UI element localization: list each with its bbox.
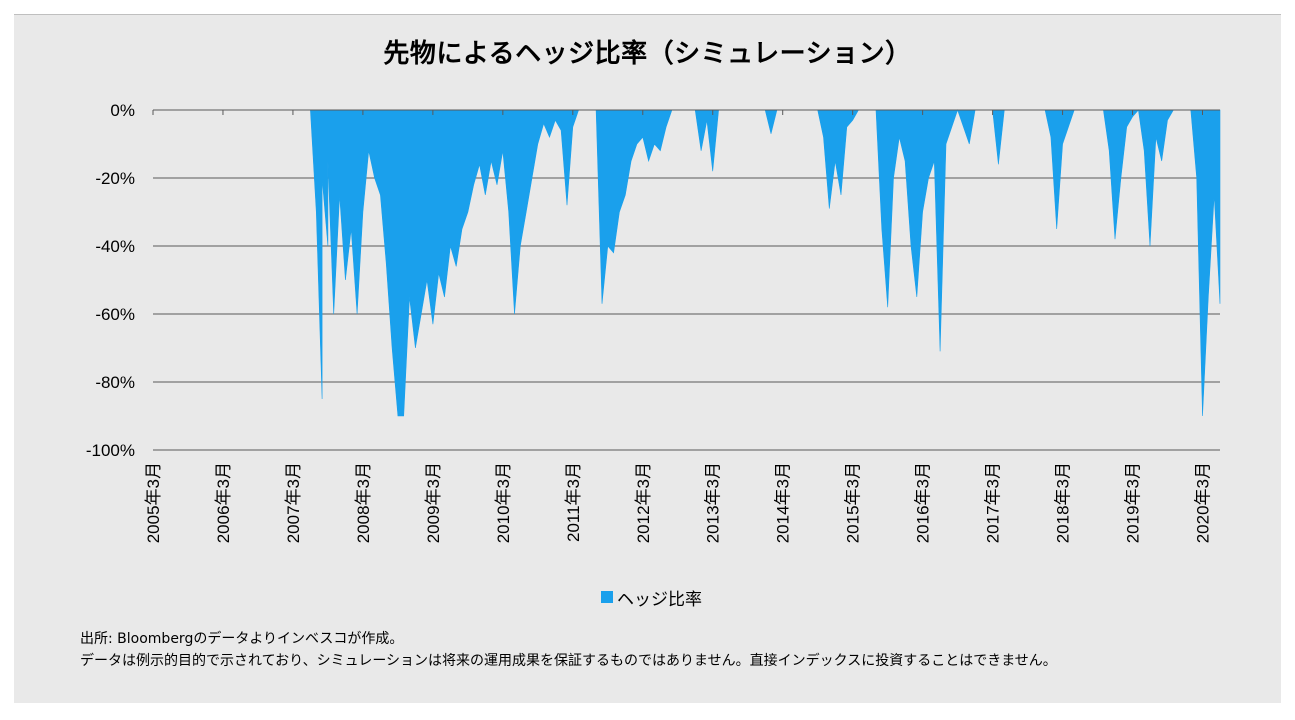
x-tick-label: 2011年3月 [564,462,583,542]
x-tick-label: 2019年3月 [1124,462,1143,543]
x-tick-label: 2015年3月 [844,462,863,543]
x-tick-label: 2007年3月 [284,462,303,543]
x-tick-label: 2010年3月 [494,462,513,543]
x-tick-label: 2014年3月 [774,462,793,543]
y-tick-label: -80% [95,373,135,392]
legend-label: ヘッジ比率 [617,589,702,610]
x-tick-label: 2009年3月 [424,462,443,543]
x-tick-label: 2013年3月 [704,462,723,543]
x-tick-label: 2020年3月 [1194,462,1213,543]
y-tick-label: 0% [110,101,135,120]
x-tick-label: 2006年3月 [214,462,233,543]
y-tick-label: -20% [95,169,135,188]
y-tick-label: -100% [86,441,135,460]
disclaimer-note: データは例示的目的で示されており、シミュレーションは将来の運用成果を保証するもの… [80,653,1057,669]
x-tick-label: 2018年3月 [1054,462,1073,543]
legend-swatch [601,591,613,603]
series-area [153,109,1221,417]
x-tick-label: 2005年3月 [144,462,163,543]
y-tick-label: -60% [95,305,135,324]
legend: ヘッジ比率 [601,586,702,610]
y-tick-label: -40% [95,237,135,256]
chart-title: 先物によるヘッジ比率（シミュレーション） [383,39,912,69]
x-tick-label: 2017年3月 [984,462,1003,543]
x-tick-label: 2016年3月 [914,462,933,543]
source-note: 出所: Bloombergのデータよりインベスコが作成。 [80,631,404,647]
top-divider [14,14,1281,15]
x-tick-label: 2012年3月 [634,462,653,543]
x-tick-label: 2008年3月 [354,462,373,543]
